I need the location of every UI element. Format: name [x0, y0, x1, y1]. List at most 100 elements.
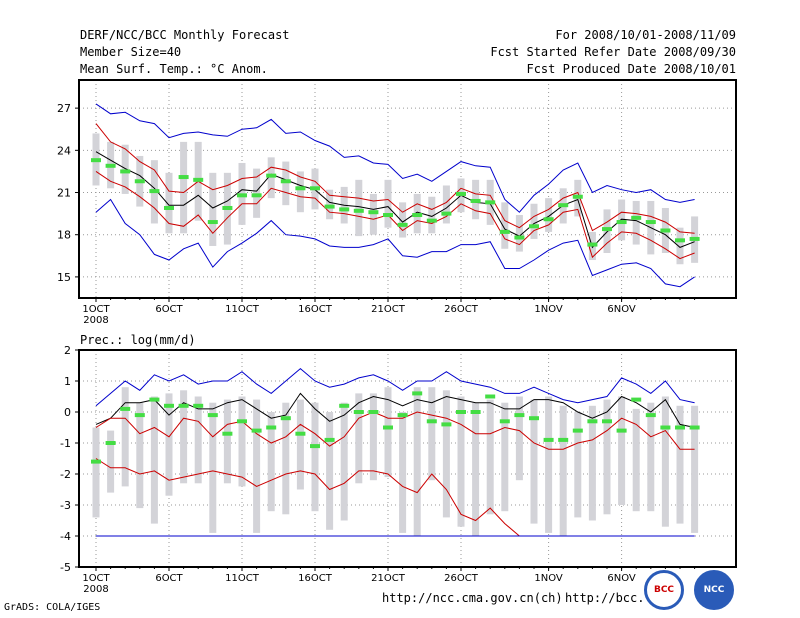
x-tick-label: 21OCT: [371, 573, 406, 584]
observed-marker: [602, 227, 612, 232]
member-range-bar: [632, 408, 640, 512]
y-tick-label: -3: [60, 499, 71, 512]
series-line-ensemble-min: [95, 198, 695, 288]
observed-marker: [193, 403, 204, 408]
observed-marker: [237, 193, 247, 198]
observed-marker: [324, 437, 335, 442]
observed-marker: [514, 413, 525, 418]
observed-marker: [164, 403, 174, 408]
member-range-bar: [428, 387, 436, 481]
member-range-bar: [296, 171, 304, 213]
observed-marker: [207, 220, 218, 225]
footer-url-ncc[interactable]: http://ncc.cma.gov.cn(ch): [382, 591, 563, 605]
observed-marker: [558, 203, 569, 208]
x-tick-label: 6NOV: [607, 304, 636, 315]
observed-marker: [529, 416, 539, 421]
member-range-bar: [574, 412, 582, 518]
x-tick-label: 6OCT: [155, 573, 183, 584]
observed-marker: [587, 242, 598, 247]
member-range-bar: [632, 200, 640, 245]
observed-marker: [164, 205, 174, 210]
observed-marker: [558, 437, 569, 442]
observed-marker: [310, 444, 320, 449]
member-range-bar: [413, 387, 421, 536]
ncc-logo: NCC: [694, 570, 734, 610]
member-range-bar: [92, 427, 100, 518]
member-range-bar: [253, 168, 261, 218]
member-range-bar: [267, 157, 275, 199]
member-range-bar: [121, 144, 129, 194]
panel-temp: 15 18 21 24 27 1OCT 6OCT 11OCT 16OCT 21OCT 26OCT 1N…: [57, 79, 737, 326]
series-line-lower: [95, 170, 695, 260]
y-tick-label: 0: [64, 406, 71, 419]
x-tick-label: 6NOV: [607, 573, 636, 584]
member-range-bar: [457, 396, 465, 527]
observed-marker: [149, 189, 160, 194]
member-range-bar: [150, 396, 158, 524]
observed-marker: [587, 419, 598, 424]
member-range-bar: [238, 396, 246, 487]
member-range-bar: [428, 196, 436, 234]
ncc-logo-text: NCC: [703, 585, 725, 595]
member-range-bar: [326, 189, 334, 220]
observed-marker: [426, 419, 437, 424]
observed-marker: [251, 193, 262, 198]
y-tick-label: 27: [57, 102, 71, 115]
observed-marker: [456, 191, 466, 196]
member-range-bar: [223, 399, 231, 484]
observed-marker: [222, 431, 233, 436]
observed-marker: [529, 224, 539, 229]
observed-marker: [616, 428, 627, 433]
member-range-bar: [545, 198, 553, 232]
member-range-bar: [180, 141, 188, 234]
x-tick-label: 21OCT: [371, 304, 406, 315]
member-range-bar: [676, 227, 684, 265]
x-tick-label: 16OCT: [298, 573, 333, 584]
member-range-bar: [296, 399, 304, 490]
member-range-bar: [282, 402, 290, 515]
observed-marker: [222, 205, 233, 210]
member-range-bar: [647, 402, 655, 512]
member-range-bar: [618, 199, 626, 241]
observed-marker: [485, 394, 496, 399]
y-tick-label: 21: [57, 187, 71, 200]
observed-marker: [207, 413, 218, 418]
header-start-date: Fcst Started Refer Date 2008/09/30: [490, 45, 736, 59]
member-range-bar: [399, 412, 407, 533]
observed-marker: [572, 194, 583, 199]
observed-marker: [134, 179, 145, 184]
footer-url-bcc[interactable]: http://bcc.: [565, 591, 645, 605]
header-produced-date: Fcst Produced Date 2008/10/01: [526, 62, 736, 76]
y-tick-label: 1: [64, 375, 71, 388]
member-range-bar: [442, 185, 450, 224]
y-tick-label: 15: [57, 271, 71, 284]
observed-marker: [280, 179, 291, 184]
observed-marker: [412, 391, 423, 396]
observed-marker: [543, 217, 554, 222]
header-title: DERF/NCC/BCC Monthly Forecast: [80, 28, 290, 42]
observed-marker: [266, 173, 277, 178]
x-tick-label: 26OCT: [444, 304, 479, 315]
y-tick-label: -5: [60, 561, 71, 574]
observed-marker: [91, 459, 101, 464]
observed-marker: [456, 410, 466, 414]
y-tick-label: -2: [60, 468, 71, 481]
observed-marker: [412, 213, 423, 218]
member-range-bar: [384, 387, 392, 478]
observed-marker: [689, 425, 700, 430]
observed-marker: [339, 207, 350, 212]
observed-marker: [280, 416, 291, 421]
observed-marker: [645, 220, 656, 225]
observed-marker: [689, 236, 700, 241]
member-range-bar: [165, 393, 173, 496]
observed-marker: [470, 410, 481, 414]
member-range-bar: [486, 399, 494, 515]
observed-marker: [91, 158, 101, 163]
member-range-bar: [661, 396, 669, 527]
y-tick-label: -4: [60, 530, 71, 543]
member-range-bar: [588, 405, 596, 521]
observed-marker: [499, 229, 510, 234]
observed-marker: [120, 169, 131, 174]
observed-marker: [660, 425, 671, 430]
observed-marker: [514, 235, 525, 240]
